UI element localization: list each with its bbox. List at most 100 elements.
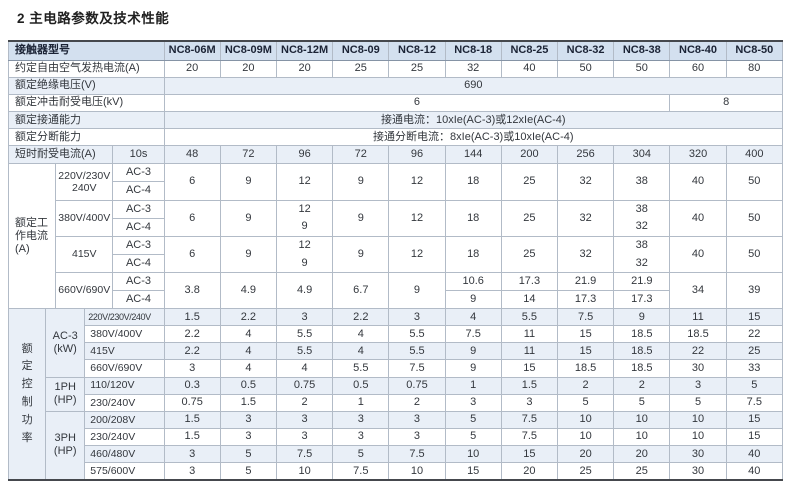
section-label-rated-power: 额 定 控 制 功 率: [7, 308, 47, 481]
table-row: 415V 2.2 4 5.5 4 5.5 9 11 15 18.5 22 25: [9, 342, 784, 361]
value-cell: 3: [163, 445, 221, 464]
value-cell: 1.5: [500, 376, 559, 395]
value-cell: 5: [219, 462, 277, 481]
value-cell: 12: [275, 199, 334, 219]
value-cell: 15: [725, 308, 784, 327]
value-cell: 4: [444, 308, 502, 327]
value-cell: 60: [669, 59, 727, 78]
value-cell: 7.5: [388, 359, 446, 378]
table-row: 575/600V 3 5 10 7.5 10 15 20 25 25 30 40: [9, 462, 784, 481]
voltage-label: 460/480V: [84, 445, 165, 464]
value-cell: 0.75: [275, 376, 334, 395]
value-cell: 5: [332, 445, 390, 464]
value-cell: 3: [275, 427, 334, 447]
value-cell: 6: [163, 199, 221, 237]
table-row: 约定自由空气发热电流(A) 20 20 20 25 25 32 40 50 50 60 80: [8, 59, 784, 78]
category-label: 3PH (HP): [45, 410, 86, 481]
column-header: NC8-09M: [219, 40, 277, 61]
value-cell: 0.3: [163, 376, 221, 395]
value-cell: 1.5: [163, 410, 221, 429]
value-cell: 3: [163, 359, 221, 378]
value-cell: 32: [444, 59, 502, 78]
value-cell: 9: [388, 271, 446, 310]
column-header: NC8-06M: [163, 40, 221, 61]
value-cell: 5.5: [332, 359, 390, 378]
value-cell: 3: [219, 410, 277, 429]
table-row: 660V/690V 3 4 4 5.5 7.5 9 15 18.5 18.5 30 33: [9, 359, 784, 378]
value-cell: 10: [613, 427, 671, 447]
value-cell: 25: [725, 342, 784, 361]
value-cell: 25: [556, 462, 615, 481]
value-cell: 1: [332, 393, 390, 412]
value-cell: 400: [725, 145, 784, 165]
value-cell: 4: [219, 342, 277, 361]
value-cell: 15: [444, 462, 502, 481]
value-cell: 17.3: [613, 290, 671, 310]
value-cell: 72: [219, 145, 277, 165]
value-cell: 6: [163, 163, 221, 201]
column-header: NC8-12M: [275, 40, 334, 61]
value-cell: 32: [556, 235, 615, 273]
value-cell: 6: [163, 93, 671, 112]
table-row: 230/240V 0.75 1.5 2 1 2 3 3 5 5 5 7.5: [9, 393, 784, 412]
value-cell: 10: [388, 462, 446, 481]
value-cell: 3.8: [163, 271, 221, 310]
value-cell: 48: [163, 145, 221, 165]
value-cell: 690: [163, 76, 784, 95]
voltage-label: 415V: [84, 342, 165, 361]
value-cell: 2: [388, 393, 446, 412]
value-cell: 304: [613, 145, 671, 165]
value-cell: 25: [500, 199, 559, 237]
row-label: 短时耐受电流(A): [7, 145, 114, 165]
column-header: NC8-50: [725, 40, 784, 61]
voltage-label: 230/240V: [84, 393, 165, 412]
value-cell: 5: [613, 393, 671, 412]
value-cell: 15: [725, 427, 784, 447]
table-row: 额定冲击耐受电压(kV) 6 8: [8, 93, 783, 112]
table-row: 短时耐受电流(A) 10s 48 72 96 72 96 144 200 256 304 320 400: [7, 145, 784, 165]
value-cell: 10: [556, 410, 615, 429]
value-cell: 10: [613, 410, 671, 429]
value-cell: 96: [275, 145, 334, 165]
table-row: 额定绝缘电压(V) 690: [8, 76, 784, 95]
value-cell: 32: [556, 163, 615, 201]
value-cell: 40: [500, 59, 559, 78]
value-cell: 9: [444, 359, 502, 378]
table-row: 额定接通能力 接通电流：10xIe(AC-3)或12xIe(AC-4): [8, 110, 784, 130]
category-label: AC-3: [112, 163, 165, 183]
voltage-label: 220V/230V/240V: [84, 308, 165, 327]
value-cell: 50: [556, 59, 615, 78]
value-cell: 18.5: [556, 359, 615, 378]
column-header: NC8-25: [500, 40, 559, 61]
category-label: AC-4: [112, 181, 165, 201]
column-header: NC8-18: [444, 40, 502, 61]
value-cell: 11: [500, 325, 559, 344]
value-cell: 0.5: [219, 376, 277, 395]
value-cell: 2.2: [332, 308, 390, 327]
value-cell: 25: [613, 462, 671, 481]
value-cell: 18: [444, 199, 502, 237]
value-cell: 4: [219, 359, 277, 378]
table-row: 额定分断能力 接通分断电流：8xIe(AC-3)或10xIe(AC-4): [8, 128, 784, 147]
value-cell: 15: [556, 342, 615, 361]
value-cell: 3: [388, 410, 446, 429]
column-header: NC8-32: [556, 40, 615, 61]
column-header: NC8-40: [669, 40, 727, 61]
value-cell: 25: [332, 59, 390, 78]
column-header-model: 接触器型号: [8, 40, 165, 61]
value-cell: 12: [275, 235, 334, 255]
voltage-label: 110/120V: [84, 376, 165, 395]
value-cell: 40: [669, 163, 727, 201]
voltage-label: 415V: [55, 235, 114, 273]
category-label: AC-3: [112, 271, 165, 292]
value-cell: 9: [444, 342, 502, 361]
value-cell: 4: [332, 342, 390, 361]
value-cell: 32: [613, 218, 671, 237]
value-cell: 15: [500, 359, 559, 378]
value-cell: 200: [500, 145, 559, 165]
value-cell: 32: [613, 254, 671, 273]
value-cell: 3: [163, 462, 221, 481]
value-cell: 25: [500, 235, 559, 273]
value-cell: 9: [444, 290, 502, 310]
